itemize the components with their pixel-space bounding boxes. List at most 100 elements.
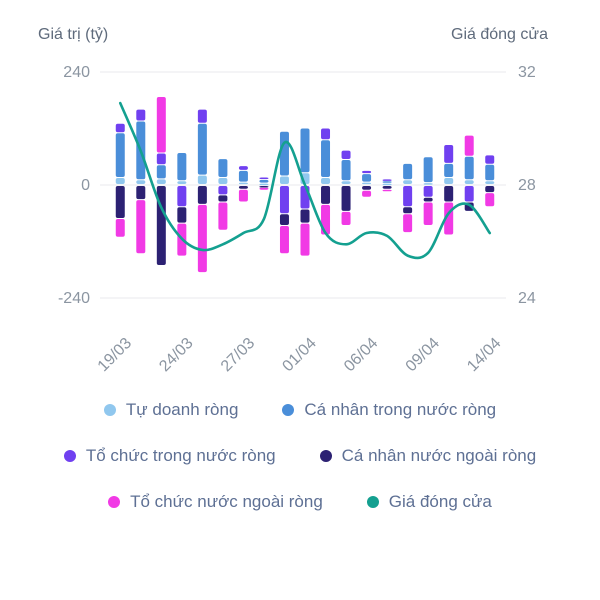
- closing-price-line: [118, 101, 492, 260]
- bar-segment: [382, 179, 392, 181]
- legend-dot-magenta: [108, 496, 121, 508]
- legend-item-to-chuc-trong-nuoc-rong[interactable]: Tổ chức trong nước ròng: [63, 446, 276, 466]
- bar-segment: [279, 214, 289, 226]
- bar-segment: [238, 170, 248, 182]
- bar-segment: [403, 186, 413, 207]
- bar-segment: [464, 180, 474, 184]
- bar-segment: [382, 186, 392, 189]
- bar-segment: [341, 181, 351, 184]
- legend-label: Giá đóng cửa: [388, 492, 492, 511]
- bar-segment: [177, 181, 187, 184]
- x-tick-label: 24/03: [156, 335, 196, 375]
- right-tick-label: 28: [518, 177, 536, 194]
- bar-segment: [197, 186, 207, 204]
- bar-segment: [156, 186, 166, 266]
- bar-segment: [300, 209, 310, 223]
- bar-segment: [156, 165, 166, 179]
- legend-row-1: Tự doanh ròng Cá nhân trong nước ròng: [103, 400, 496, 420]
- bar-segment: [218, 195, 228, 202]
- bar-segment: [464, 135, 474, 156]
- bar-segment: [238, 166, 248, 170]
- bar-segment: [341, 150, 351, 160]
- bar-segment: [403, 180, 413, 184]
- bar-segment: [238, 186, 248, 189]
- bar-segment: [382, 181, 392, 183]
- bar-segment: [177, 186, 187, 207]
- bar-segment: [362, 182, 372, 185]
- right-axis-title: Giá đóng cửa: [451, 26, 548, 43]
- legend-dot-dark-navy: [319, 450, 332, 462]
- left-tick-label: 0: [81, 177, 90, 194]
- legend-row-2: Tổ chức trong nước ròng Cá nhân nước ngo…: [63, 446, 536, 466]
- bar-segment: [423, 186, 433, 197]
- bar-segment: [238, 189, 248, 202]
- legend-item-to-chuc-nuoc-ngoai-rong[interactable]: Tổ chức nước ngoài ròng: [108, 492, 323, 512]
- right-tick-label: 32: [518, 64, 536, 81]
- legend-item-tu-doanh-rong[interactable]: Tự doanh ròng: [103, 400, 239, 420]
- legend-item-ca-nhan-nuoc-ngoai-rong[interactable]: Cá nhân nước ngoài ròng: [319, 446, 536, 466]
- combo-chart[interactable]: 240 0 -240 32 28 24 19/03 24/03 27/03 01/04 06/04 0…: [0, 0, 600, 390]
- bar-segment: [321, 140, 331, 177]
- bar-segment: [382, 189, 392, 192]
- bar-segment: [156, 179, 166, 184]
- bar-segment: [136, 180, 146, 184]
- x-tick-label: 06/04: [341, 335, 381, 375]
- bar-segment: [279, 176, 289, 184]
- x-tick-label: 27/03: [218, 335, 258, 375]
- bar-segment: [403, 163, 413, 180]
- bar-segment: [115, 123, 125, 133]
- bar-segment: [156, 153, 166, 165]
- bar-segment: [218, 202, 228, 230]
- legend-dot-blue: [282, 404, 295, 416]
- legend-label: Tổ chức trong nước ròng: [85, 446, 276, 465]
- bar-segment: [259, 179, 269, 183]
- x-tick-label: 19/03: [95, 335, 135, 375]
- bar-segment: [321, 177, 331, 184]
- gridlines: [100, 71, 506, 299]
- legend-label: Cá nhân trong nước ròng: [304, 400, 497, 419]
- left-tick-label: 240: [63, 64, 90, 81]
- bar-segment: [321, 186, 331, 204]
- bar-segment: [136, 200, 146, 254]
- bar-segment: [300, 223, 310, 256]
- legend-label: Tự doanh ròng: [125, 400, 239, 419]
- bar-segment: [362, 170, 372, 174]
- bar-segment: [444, 163, 454, 177]
- bar-segment: [218, 177, 228, 184]
- legend-item-gia-dong-cua[interactable]: Giá đóng cửa: [366, 492, 492, 512]
- bar-segment: [362, 186, 372, 190]
- bar-segment: [485, 155, 495, 164]
- x-tick-label: 09/04: [403, 335, 443, 375]
- bar-segment: [115, 133, 125, 177]
- bar-segment: [423, 202, 433, 226]
- bar-segment: [136, 186, 146, 200]
- bar-segment: [444, 144, 454, 163]
- bar-segment: [197, 109, 207, 123]
- bar-segment: [279, 186, 289, 214]
- bar-segment: [259, 177, 269, 179]
- bar-segment: [238, 182, 248, 185]
- bar-segment: [362, 174, 372, 182]
- bar-segment: [423, 197, 433, 202]
- bar-segment: [197, 204, 207, 273]
- legend-row-3: Tổ chức nước ngoài ròng Giá đóng cửa: [108, 492, 492, 512]
- legend-dot-purple: [63, 450, 76, 462]
- bar-segment: [403, 207, 413, 214]
- stacked-bars[interactable]: [115, 96, 495, 273]
- bar-segment: [259, 187, 269, 190]
- left-tick-label: -240: [58, 290, 90, 307]
- bar-segment: [423, 157, 433, 183]
- bar-segment: [115, 177, 125, 184]
- bar-segment: [382, 183, 392, 186]
- bar-segment: [485, 164, 495, 181]
- bar-segment: [156, 96, 166, 153]
- bar-segment: [485, 186, 495, 193]
- bar-segment: [197, 175, 207, 184]
- bar-segment: [300, 128, 310, 173]
- bar-segment: [485, 193, 495, 207]
- legend-item-ca-nhan-trong-nuoc-rong[interactable]: Cá nhân trong nước ròng: [282, 400, 496, 420]
- legend-dot-teal: [366, 496, 379, 508]
- x-tick-label: 14/04: [464, 335, 504, 375]
- bar-segment: [115, 218, 125, 237]
